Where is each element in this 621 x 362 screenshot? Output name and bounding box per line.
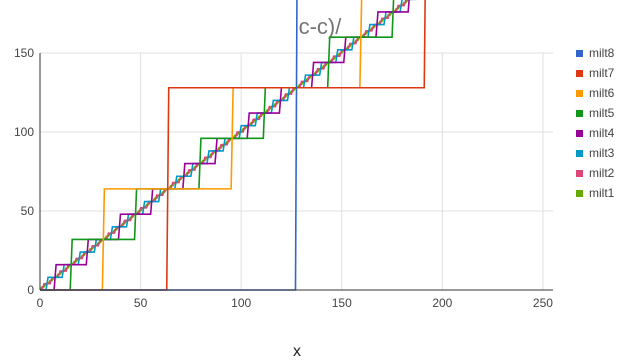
x-axis-label: x bbox=[293, 343, 301, 360]
legend-label-milt5: milt5 bbox=[589, 106, 615, 120]
legend-swatch-milt8 bbox=[576, 50, 583, 57]
legend-swatch-milt7 bbox=[576, 70, 583, 77]
axes bbox=[39, 53, 553, 291]
legend-swatch-milt5 bbox=[576, 110, 583, 117]
legend-label-milt1: milt1 bbox=[589, 186, 615, 200]
legend-swatch-milt1 bbox=[576, 190, 583, 197]
x-tick-label: 50 bbox=[134, 296, 148, 310]
legend-swatch-milt6 bbox=[576, 90, 583, 97]
x-tick-label: 0 bbox=[37, 296, 44, 310]
x-tick-label: 200 bbox=[432, 296, 452, 310]
y-tick-label: 50 bbox=[21, 204, 35, 218]
y-tick-label: 100 bbox=[14, 125, 34, 139]
series-line-milt8 bbox=[40, 0, 298, 291]
legend-swatch-milt4 bbox=[576, 130, 583, 137]
legend-swatch-milt3 bbox=[576, 150, 583, 157]
legend-label-milt7: milt7 bbox=[589, 66, 615, 80]
legend-label-milt6: milt6 bbox=[589, 86, 615, 100]
legend-label-milt8: milt8 bbox=[589, 46, 615, 60]
y-tick-label: 150 bbox=[14, 46, 34, 60]
legend: milt8 milt7 milt6 milt5 milt4 milt3 milt2 milt1 bbox=[576, 46, 615, 200]
legend-label-milt4: milt4 bbox=[589, 126, 615, 140]
tick-labels: 0 50 100 150 0 50 100 150 200 250 bbox=[14, 46, 553, 310]
chart-title: c-c)/ bbox=[299, 14, 343, 39]
x-tick-label: 250 bbox=[533, 296, 553, 310]
x-tick-label: 150 bbox=[332, 296, 352, 310]
x-tick-label: 100 bbox=[231, 296, 251, 310]
legend-swatch-milt2 bbox=[576, 170, 583, 177]
legend-label-milt2: milt2 bbox=[589, 166, 615, 180]
y-tick-label: 0 bbox=[27, 283, 34, 297]
plot-area bbox=[39, 0, 426, 291]
legend-label-milt3: milt3 bbox=[589, 146, 615, 160]
